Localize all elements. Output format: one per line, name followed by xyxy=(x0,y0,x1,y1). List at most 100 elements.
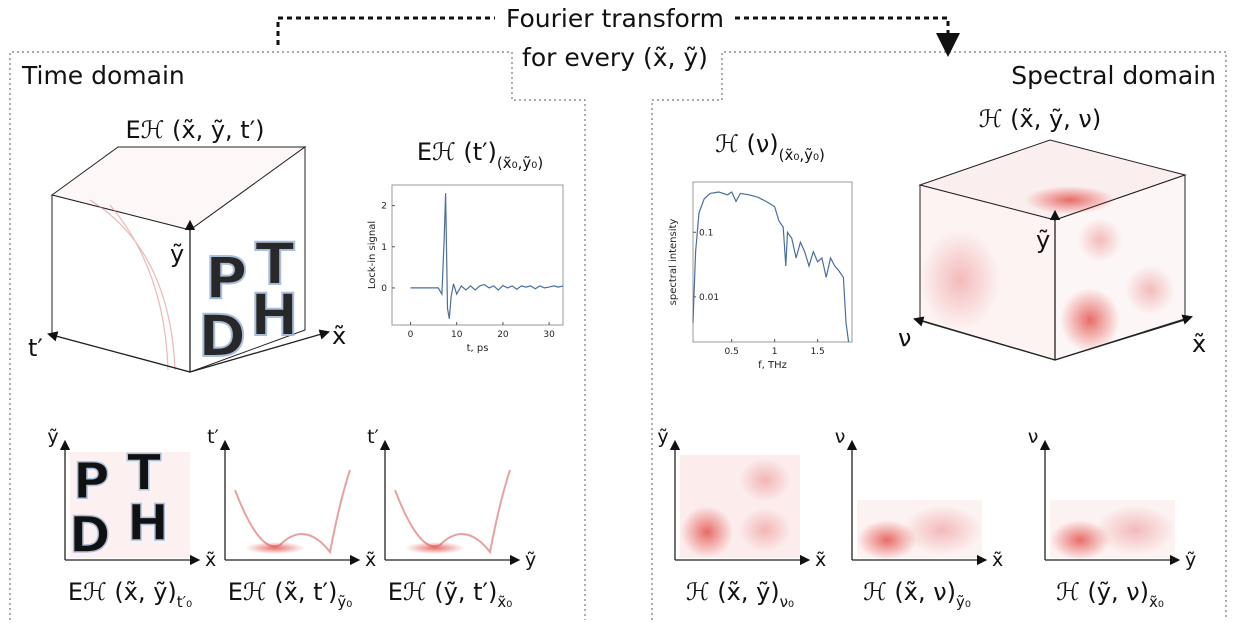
x-tick-label: 30 xyxy=(543,330,555,340)
axis-label: x̃ xyxy=(365,549,376,571)
caption-main: Eℋ (x̃, ỹ) xyxy=(68,578,177,606)
y-tick-label: 1 xyxy=(381,243,387,253)
x-tick-label: 0 xyxy=(408,330,414,340)
caption-main: ℋ (x̃, ν) xyxy=(863,578,956,606)
axis-label: t′ xyxy=(367,426,379,448)
caption-main: ℋ (ỹ, ν) xyxy=(1056,578,1149,606)
arrow-label: for every (x̃, ỹ) xyxy=(522,43,708,72)
slice-plot: P TD Hỹ x̃ Eℋ (x̃, ỹ)t′₀ xyxy=(47,426,216,611)
slice-plots: P TD Hỹx̃Eℋ (x̃, ỹ)t′₀t′x̃Eℋ (x̃, t′)ỹ₀t′ỹ… xyxy=(47,426,1196,611)
arrow-label: Fourier transform xyxy=(506,4,724,33)
axis-label: ỹ xyxy=(1185,549,1196,571)
axis-label: x̃ xyxy=(1192,330,1206,358)
slice-image xyxy=(1095,505,1175,555)
caption: ℋ (x̃, ν)ỹ₀ xyxy=(863,578,971,611)
caption-main: Eℋ (ỹ, t′) xyxy=(388,578,498,606)
caption-sub: x̃₀ xyxy=(497,593,512,611)
axis-label: ν xyxy=(1028,426,1039,448)
caption-sub: ν₀ xyxy=(780,593,794,611)
axis-label: t′ xyxy=(207,426,219,448)
data-line xyxy=(410,193,564,319)
caption-sub: t′₀ xyxy=(177,593,192,611)
slice-image xyxy=(394,469,511,555)
caption-main: Eℋ (x̃, t′) xyxy=(228,578,338,606)
axis-label: x̃ xyxy=(205,549,216,571)
x-tick-label: 1.5 xyxy=(810,347,824,357)
slice-glyph: H xyxy=(127,494,169,552)
x-tick-label: 1 xyxy=(772,347,778,357)
slice-glyph: P xyxy=(73,452,110,510)
slice-plot: ν ỹ ℋ (ỹ, ν)x̃₀ xyxy=(1028,426,1197,611)
chart-title: Eℋ (t′)(x̃₀,ỹ₀) xyxy=(417,138,543,172)
slice-plot: t′ ỹ Eℋ (ỹ, t′)x̃₀ xyxy=(367,426,536,611)
chart-title-main: ℋ (ν) xyxy=(715,130,778,158)
x-tick-label: 0.5 xyxy=(725,347,739,357)
cube-label: ℋ (x̃, ỹ, ν) xyxy=(979,105,1101,133)
caption-sub: ỹ₀ xyxy=(956,593,971,611)
cube-label: Eℋ (x̃, ỹ, t′) xyxy=(125,116,264,144)
axis-label: x̃ xyxy=(332,322,346,350)
caption-sub: x̃₀ xyxy=(1149,593,1164,611)
x-tick-label: 10 xyxy=(451,330,463,340)
slice-glyph: D xyxy=(69,506,111,564)
axis-label: t′ xyxy=(28,334,43,362)
slice-image xyxy=(70,452,190,558)
y-axis-label: spectral intensity xyxy=(668,219,679,306)
axis-label: ỹ xyxy=(525,549,536,571)
caption-sub: ỹ₀ xyxy=(337,593,352,611)
y-tick-label: 0.01 xyxy=(699,293,719,303)
x-axis-label: f, THz xyxy=(758,360,787,371)
axis-label: ỹ xyxy=(47,426,58,448)
chart-title-main: Eℋ (t′) xyxy=(417,138,497,166)
y-tick-label: 0 xyxy=(381,284,387,294)
slice-plot: ν x̃ ℋ (x̃, ν)ỹ₀ xyxy=(835,426,1004,611)
plot-frame xyxy=(692,181,853,343)
axis-label: ỹ xyxy=(1036,226,1050,254)
y-tick-label: 2 xyxy=(381,202,387,212)
y-axis-label: Lock-in signal xyxy=(367,221,378,289)
svg-text:H: H xyxy=(250,281,299,349)
slice-image xyxy=(902,505,982,555)
caption: Eℋ (x̃, t′)ỹ₀ xyxy=(228,578,352,611)
slice-image xyxy=(234,469,351,555)
slice-plot: ỹ x̃ ℋ (x̃, ỹ)ν₀ xyxy=(657,426,826,611)
x-tick-label: 20 xyxy=(497,330,509,340)
slice-image xyxy=(739,508,791,552)
slice-image xyxy=(681,506,733,558)
spectrum-chart: ℋ (ν)(x̃₀,ỹ₀) 0.5 1 1.5 0.01 0.1 f, THz spectra… xyxy=(668,130,853,371)
panel-title: Spectral domain xyxy=(1011,61,1216,90)
svg-text:D: D xyxy=(198,302,246,370)
caption: ℋ (x̃, ỹ)ν₀ xyxy=(686,578,794,611)
chart-title-sub: (x̃₀,ỹ₀) xyxy=(497,154,543,172)
axis-label: ỹ xyxy=(170,240,184,268)
svg-text:T: T xyxy=(255,230,295,298)
spectral-frame xyxy=(651,51,1227,620)
axis-label: ỹ xyxy=(657,426,668,448)
axis-label: ν xyxy=(898,324,911,352)
caption: Eℋ (ỹ, t′)x̃₀ xyxy=(388,578,512,611)
x-axis-label: t, ps xyxy=(467,343,489,354)
caption: Eℋ (x̃, ỹ)t′₀ xyxy=(68,578,192,611)
axis-label: x̃ xyxy=(815,549,826,571)
chart-title: ℋ (ν)(x̃₀,ỹ₀) xyxy=(715,130,825,164)
axis-label: ν xyxy=(835,426,846,448)
slice-plot: t′ x̃ Eℋ (x̃, t′)ỹ₀ xyxy=(207,426,376,611)
slice-glyph: T xyxy=(127,444,161,502)
slice-image xyxy=(739,458,791,502)
data-line xyxy=(692,191,850,343)
slice-image xyxy=(245,542,305,554)
fourier-arrow xyxy=(276,16,948,45)
panel-title: Time domain xyxy=(21,61,185,90)
plot-frame xyxy=(391,184,564,326)
spectral-cube: ỹ ν x̃ xyxy=(898,139,1206,361)
time-signal-chart: Eℋ (t′)(x̃₀,ỹ₀) 0 10 20 30 0 1 2 t, ps Lock-in si… xyxy=(367,138,564,354)
y-tick-label: 0.1 xyxy=(699,228,713,238)
axis-label: x̃ xyxy=(992,549,1003,571)
caption: ℋ (ỹ, ν)x̃₀ xyxy=(1056,578,1164,611)
svg-text:P: P xyxy=(205,244,248,312)
chart-title-sub: (x̃₀,ỹ₀) xyxy=(779,146,825,164)
caption-main: ℋ (x̃, ỹ) xyxy=(686,578,780,606)
slice-image xyxy=(405,542,465,554)
